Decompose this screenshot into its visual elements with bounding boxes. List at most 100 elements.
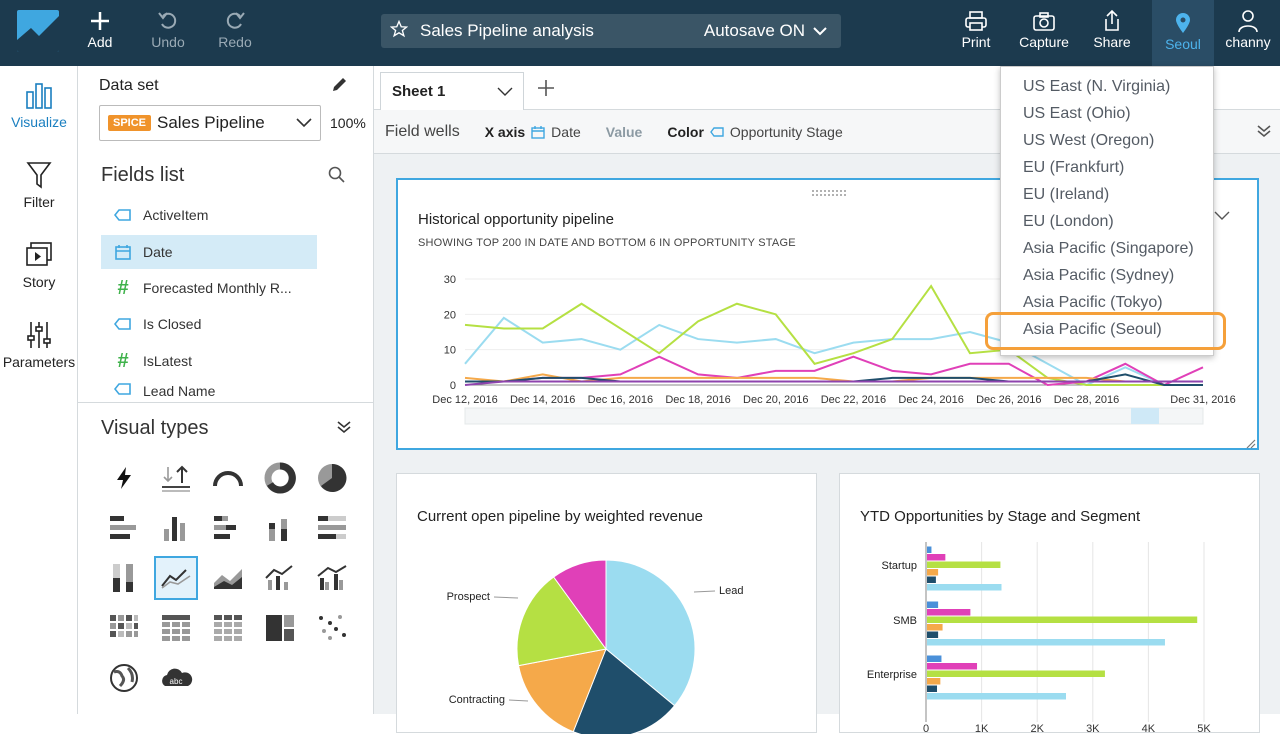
bar[interactable] xyxy=(927,678,941,685)
field-item[interactable]: Is Closed xyxy=(101,307,317,341)
chevron-double-down-icon[interactable] xyxy=(336,420,352,439)
region-option[interactable]: EU (London) xyxy=(1023,213,1114,230)
bar[interactable] xyxy=(927,624,943,631)
gauge-icon[interactable] xyxy=(206,456,250,500)
bar[interactable] xyxy=(927,655,942,663)
drag-handle[interactable] xyxy=(811,184,847,202)
pie-slice[interactable] xyxy=(572,648,676,734)
region-option[interactable]: Asia Pacific (Tokyo) xyxy=(1023,294,1163,311)
bar[interactable] xyxy=(927,609,971,616)
capture-button[interactable]: Capture xyxy=(1017,8,1071,58)
value-well[interactable]: Value xyxy=(606,124,643,140)
pie-slice[interactable] xyxy=(605,559,696,707)
autosave-toggle[interactable]: Autosave ON xyxy=(704,21,827,41)
stacked-bar-icon[interactable] xyxy=(206,506,250,550)
combo-chart-icon[interactable] xyxy=(258,556,302,600)
pie-chart-visual[interactable]: Current open pipeline by weighted revenu… xyxy=(396,473,817,734)
x-axis-well[interactable]: X axis Date xyxy=(485,124,581,140)
star-icon[interactable] xyxy=(389,19,409,43)
bar[interactable] xyxy=(927,569,939,576)
bar[interactable] xyxy=(927,546,932,554)
pie-slice[interactable] xyxy=(552,559,607,651)
bar[interactable] xyxy=(927,631,939,639)
bar[interactable] xyxy=(927,693,1066,700)
share-button[interactable]: Share xyxy=(1092,8,1132,58)
resize-handle[interactable] xyxy=(1246,436,1256,454)
nav-story[interactable]: Story xyxy=(0,240,78,290)
region-option[interactable]: US West (Oregon) xyxy=(1023,132,1155,149)
clustered-combo-icon[interactable] xyxy=(310,556,354,600)
field-item[interactable]: # IsLatest xyxy=(101,344,317,378)
bar[interactable] xyxy=(927,554,946,561)
bar[interactable] xyxy=(927,601,939,609)
analysis-title[interactable]: Sales Pipeline analysis xyxy=(420,21,594,40)
geo-map-icon[interactable] xyxy=(102,656,146,700)
tab-sheet-1[interactable]: Sheet 1 xyxy=(380,72,524,110)
add-button[interactable]: Add xyxy=(80,8,120,58)
search-icon[interactable] xyxy=(328,166,346,189)
region-option[interactable]: US East (Ohio) xyxy=(1023,105,1131,122)
field-item[interactable]: Lead Name xyxy=(101,380,317,402)
region-option-seoul[interactable]: Asia Pacific (Seoul) xyxy=(1023,321,1162,338)
tree-map-icon[interactable] xyxy=(258,606,302,650)
donut-chart-icon[interactable] xyxy=(258,456,302,500)
bar[interactable] xyxy=(927,639,1165,646)
bar[interactable] xyxy=(927,584,1002,591)
range-slider-handle[interactable] xyxy=(1131,408,1159,424)
vertical-bar-icon[interactable] xyxy=(154,506,198,550)
bar[interactable] xyxy=(927,670,1105,678)
scatter-plot-icon[interactable] xyxy=(310,606,354,650)
bar[interactable] xyxy=(927,561,1001,569)
pie-slice[interactable] xyxy=(516,576,607,667)
autograph-icon[interactable] xyxy=(102,456,146,500)
bar[interactable] xyxy=(927,685,938,693)
range-slider[interactable] xyxy=(464,407,1204,425)
color-well[interactable]: Color Opportunity Stage xyxy=(667,124,842,140)
nav-visualize[interactable]: Visualize xyxy=(0,80,78,130)
region-option[interactable]: Asia Pacific (Sydney) xyxy=(1023,267,1175,284)
print-button[interactable]: Print xyxy=(955,8,997,58)
chevron-down-icon[interactable] xyxy=(1214,208,1230,226)
bar[interactable] xyxy=(927,616,1198,624)
field-item[interactable]: ActiveItem xyxy=(101,198,317,232)
series-line[interactable] xyxy=(464,380,1203,386)
line-chart-icon[interactable] xyxy=(154,556,198,600)
region-selector[interactable]: Seoul xyxy=(1152,0,1214,66)
ytd-bar-visual[interactable]: YTD Opportunities by Stage and Segment 0… xyxy=(839,473,1260,734)
nav-parameters[interactable]: Parameters xyxy=(0,320,78,370)
pie-chart-icon[interactable] xyxy=(310,456,354,500)
table-icon[interactable] xyxy=(206,606,250,650)
region-option[interactable]: US East (N. Virginia) xyxy=(1023,78,1171,95)
undo-button[interactable]: Undo xyxy=(148,8,188,58)
region-option[interactable]: Asia Pacific (Singapore) xyxy=(1023,240,1194,257)
field-item[interactable]: # Forecasted Monthly R... xyxy=(101,271,317,305)
pivot-table-icon[interactable] xyxy=(154,606,198,650)
nav-filter[interactable]: Filter xyxy=(0,160,78,210)
kpi-icon[interactable] xyxy=(154,456,198,500)
region-option[interactable]: EU (Frankfurt) xyxy=(1023,159,1125,176)
quicksight-logo[interactable] xyxy=(17,10,59,52)
chevron-double-down-icon[interactable] xyxy=(1256,124,1272,141)
field-item[interactable]: Date xyxy=(101,235,317,269)
stacked-column-icon[interactable] xyxy=(258,506,302,550)
add-sheet-button[interactable] xyxy=(537,77,555,103)
percent-column-icon[interactable] xyxy=(102,556,146,600)
region-button[interactable]: Seoul xyxy=(1152,10,1214,60)
area-chart-icon[interactable] xyxy=(206,556,250,600)
user-menu[interactable]: channy xyxy=(1224,8,1272,58)
bar[interactable] xyxy=(927,663,978,670)
x-tick-label: Dec 31, 2016 xyxy=(1170,394,1235,406)
chevron-down-icon[interactable] xyxy=(497,87,513,97)
heat-map-icon[interactable] xyxy=(102,606,146,650)
x-tick-label: 3K xyxy=(1086,723,1100,734)
percent-bar-icon[interactable] xyxy=(310,506,354,550)
horizontal-bar-icon[interactable] xyxy=(102,506,146,550)
pencil-icon[interactable] xyxy=(330,76,348,99)
redo-button[interactable]: Redo xyxy=(215,8,255,58)
bar[interactable] xyxy=(927,576,936,584)
series-line[interactable] xyxy=(464,284,1203,386)
analysis-name-bar[interactable]: Sales Pipeline analysis Autosave ON xyxy=(381,14,841,48)
word-cloud-icon[interactable]: abc xyxy=(154,656,198,700)
region-option[interactable]: EU (Ireland) xyxy=(1023,186,1110,203)
dataset-select[interactable]: SPICE Sales Pipeline xyxy=(99,105,321,141)
